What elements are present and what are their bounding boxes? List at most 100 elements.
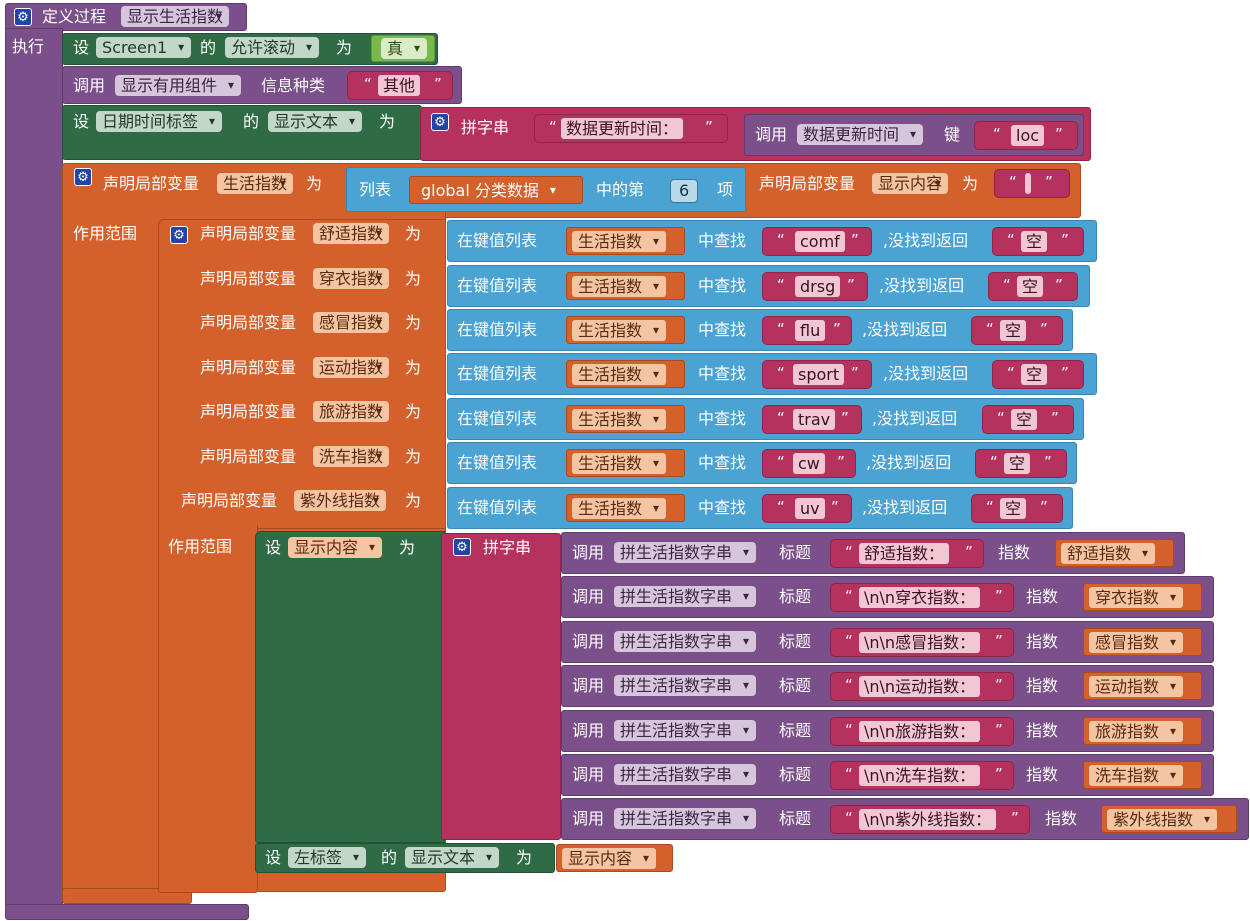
procedure-dropdown[interactable]: 数据更新时间 [797,124,924,145]
procedure-dropdown[interactable]: 拼生活指数字串 [614,720,757,741]
not-found-label: ,没找到返回 [862,320,948,339]
dict-lookup-block[interactable] [447,309,1073,351]
text-block-key[interactable]: “flu” [762,316,852,345]
text-block-title[interactable]: “\n\n洗车指数：” [830,761,1014,790]
set-display-content-block[interactable] [255,531,445,843]
var-getter[interactable]: 显示内容 [556,844,673,872]
text-block-default[interactable]: “空” [988,272,1078,301]
procedure-dropdown[interactable]: 拼生活指数字串 [614,631,757,652]
var-getter[interactable]: 洗车指数 [1083,761,1202,789]
var-getter[interactable]: 生活指数 [566,494,685,522]
var-getter[interactable]: 舒适指数 [1055,539,1174,567]
global-var-getter[interactable]: global 分类数据 [409,176,583,204]
local-var-name[interactable]: 感冒指数 [313,312,390,333]
inner-declare-block[interactable] [158,219,446,529]
join-gear-icon[interactable]: ⚙ [431,113,449,131]
text-block-title[interactable]: “\n\n穿衣指数：” [830,583,1014,612]
text-block-title[interactable]: “\n\n运动指数：” [830,672,1014,701]
text-block-title[interactable]: “\n\n紫外线指数：” [830,805,1030,834]
to-label: 为 [405,224,422,243]
declare-gear-icon[interactable]: ⚙ [74,168,92,186]
text-block-default[interactable]: “空” [992,227,1084,256]
procedure-dropdown[interactable]: 拼生活指数字串 [614,542,757,563]
text-block-default[interactable]: “空” [975,449,1067,478]
var-getter[interactable]: 运动指数 [1083,672,1202,700]
join-label: 拼字串 [483,538,532,557]
number-block[interactable]: 6 [670,179,699,203]
not-found-label: ,没找到返回 [883,231,969,250]
var-getter[interactable]: 生活指数 [566,360,685,388]
var-getter[interactable]: 生活指数 [566,316,685,344]
component-dropdown[interactable]: Screen1 [96,37,192,58]
declare-label: 声明局部变量 [759,174,856,193]
var-getter[interactable]: 紫外线指数 [1101,805,1237,833]
to-label: 为 [405,491,422,510]
var-getter[interactable]: 生活指数 [566,227,685,255]
dict-lookup-block[interactable] [447,487,1073,529]
procedure-dropdown[interactable]: 拼生活指数字串 [614,808,757,829]
kv-list-label: 在键值列表 [457,364,538,383]
text-block-update-time[interactable]: “数据更新时间：” [534,114,728,143]
text-block-key[interactable]: “sport” [762,360,872,389]
text-block-key[interactable]: “drsg” [762,272,868,301]
text-block-title[interactable]: “\n\n感冒指数：” [830,628,1014,657]
find-label: 中查找 [698,231,747,250]
text-block-key[interactable]: “trav” [762,405,862,434]
join-block[interactable] [441,533,561,840]
title-label: 标题 [779,721,812,740]
call-label: 调用 [572,587,605,606]
kv-list-label: 在键值列表 [457,276,538,295]
local-var-name[interactable]: 穿衣指数 [313,268,390,289]
text-block-title[interactable]: “舒适指数：” [830,539,984,568]
component-dropdown[interactable]: 左标签 [288,847,367,868]
text-block-default[interactable]: “空” [992,360,1084,389]
call-label: 调用 [572,765,605,784]
var-getter[interactable]: 感冒指数 [1083,628,1202,656]
of-label: 的 [243,112,260,131]
text-block-key[interactable]: “comf” [762,227,872,256]
find-label: 中查找 [698,320,747,339]
var-getter[interactable]: 生活指数 [566,405,685,433]
component-dropdown[interactable]: 日期时间标签 [96,111,223,132]
var-getter[interactable]: 生活指数 [566,272,685,300]
text-block-loc[interactable]: “loc” [974,121,1078,150]
procedure-gear-icon[interactable]: ⚙ [14,8,32,26]
local-var-dropdown[interactable]: 显示内容 [288,537,383,558]
procedure-dropdown[interactable]: 显示有用组件 [115,75,242,96]
procedure-dropdown[interactable]: 拼生活指数字串 [614,586,757,607]
declare-label: 声明局部变量 [103,174,200,193]
procedure-dropdown[interactable]: 拼生活指数字串 [614,675,757,696]
join-gear-icon[interactable]: ⚙ [453,538,471,556]
property-dropdown[interactable]: 允许滚动 [225,37,320,58]
text-block-default[interactable]: “空” [971,494,1063,523]
text-block-other[interactable]: “其他” [347,71,453,100]
var-getter[interactable]: 穿衣指数 [1083,583,1202,611]
declare-label: 声明局部变量 [200,224,297,243]
local-var-name[interactable]: 舒适指数 [313,223,390,244]
inner-declare-gear-icon[interactable]: ⚙ [170,226,188,244]
local-var-name[interactable]: 运动指数 [313,357,390,378]
set-label: 设 [265,538,282,557]
text-block-default[interactable]: “空” [982,405,1074,434]
var-getter[interactable]: 旅游指数 [1083,717,1202,745]
procedure-dropdown[interactable]: 拼生活指数字串 [614,764,757,785]
local-var-name[interactable]: 紫外线指数 [294,490,387,511]
text-block-default[interactable]: “空” [971,316,1063,345]
not-found-label: ,没找到返回 [872,409,958,428]
kv-list-label: 在键值列表 [457,453,538,472]
local-var-name[interactable]: 旅游指数 [313,401,390,422]
property-dropdown[interactable]: 显示文本 [405,847,500,868]
text-block-key[interactable]: “uv” [762,494,852,523]
procedure-name-field[interactable]: 显示生活指数 [121,6,230,27]
title-label: 标题 [779,765,812,784]
text-block-key[interactable]: “cw” [762,449,856,478]
text-block-title[interactable]: “\n\n旅游指数：” [830,717,1014,746]
var-getter[interactable]: 生活指数 [566,449,685,477]
call-label: 调用 [572,721,605,740]
local-var-name[interactable]: 洗车指数 [313,446,390,467]
property-dropdown[interactable]: 显示文本 [268,111,363,132]
local-var-name[interactable]: 显示内容 [872,173,949,194]
local-var-name[interactable]: 生活指数 [217,173,294,194]
boolean-dropdown[interactable]: 真 [381,38,428,59]
text-block-empty[interactable]: “ ” [994,169,1070,198]
